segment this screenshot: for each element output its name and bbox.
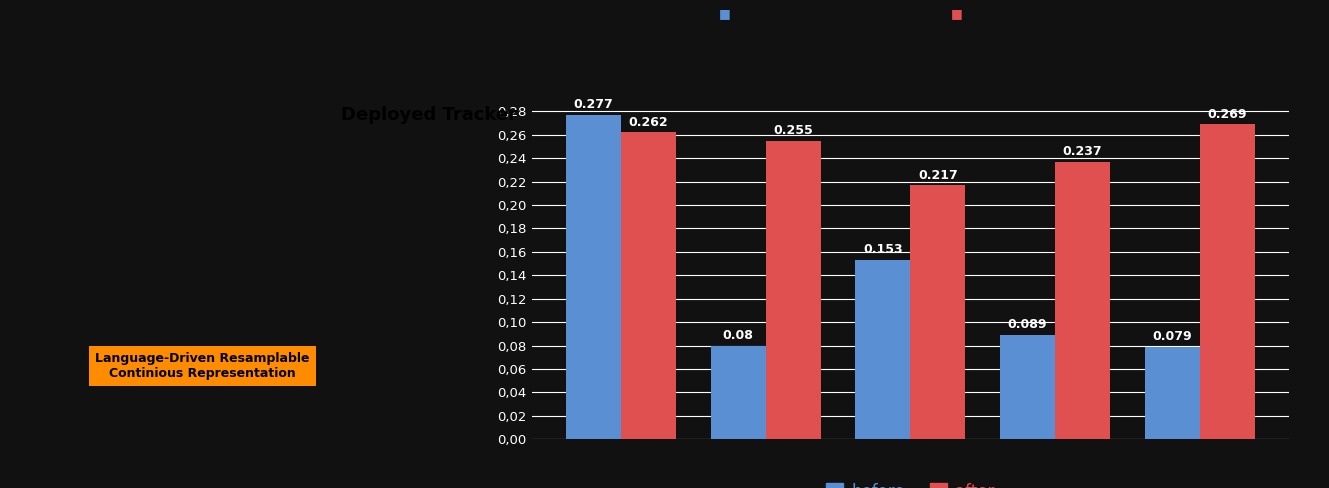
Text: ■: ■ <box>952 7 962 20</box>
Bar <box>1200 124 1255 439</box>
Bar <box>711 346 766 439</box>
Text: 0.079: 0.079 <box>1152 330 1192 343</box>
Text: 0.255: 0.255 <box>773 124 813 137</box>
Text: 0.089: 0.089 <box>1007 319 1047 331</box>
Text: 0.217: 0.217 <box>918 168 958 182</box>
Text: 0.277: 0.277 <box>574 98 614 111</box>
Bar <box>856 260 910 439</box>
Text: Language-Driven Resamplable
Continious Representation: Language-Driven Resamplable Continious R… <box>94 352 310 380</box>
Bar <box>910 185 965 439</box>
Bar <box>1055 162 1110 439</box>
Bar <box>1144 346 1200 439</box>
Text: Deployed Tracker: Deployed Tracker <box>340 106 517 123</box>
Text: 0.262: 0.262 <box>629 116 668 129</box>
Text: 0.08: 0.08 <box>723 329 754 342</box>
Text: 0.269: 0.269 <box>1208 108 1247 121</box>
Text: 0.237: 0.237 <box>1063 145 1102 158</box>
Bar <box>766 141 821 439</box>
Text: ■: ■ <box>719 7 730 20</box>
Text: 0.153: 0.153 <box>863 244 902 257</box>
Legend: before, after: before, after <box>820 477 1001 488</box>
Bar <box>621 132 676 439</box>
Bar <box>566 115 621 439</box>
Bar <box>999 335 1055 439</box>
